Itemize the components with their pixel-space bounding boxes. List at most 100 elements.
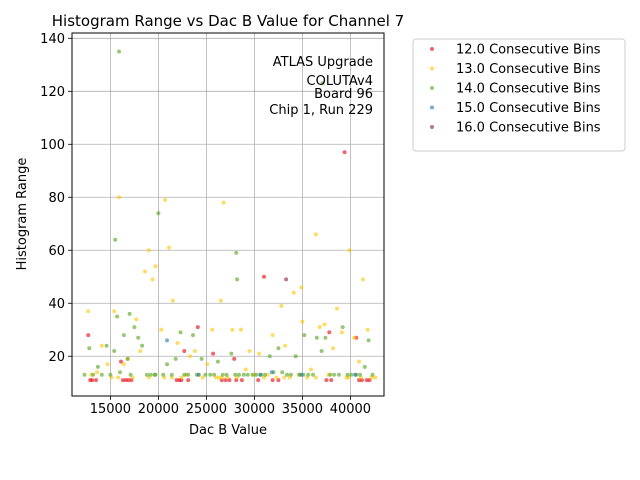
data-point — [191, 333, 195, 338]
data-point — [322, 322, 327, 327]
data-point — [199, 356, 204, 361]
data-point — [306, 372, 311, 377]
x-tick-label: 20000 — [138, 402, 179, 417]
data-point — [270, 378, 275, 383]
data-point — [280, 370, 285, 375]
data-point — [144, 372, 149, 377]
y-tick-label: 100 — [40, 138, 65, 153]
data-point — [313, 375, 318, 380]
data-point — [284, 277, 289, 282]
y-tick-label: 40 — [48, 297, 65, 312]
data-point — [156, 211, 161, 216]
data-point — [195, 325, 200, 330]
data-point — [254, 372, 259, 377]
data-point — [95, 370, 99, 375]
data-point — [123, 378, 128, 383]
data-point — [224, 372, 229, 377]
data-point — [212, 372, 217, 377]
x-tick-label: 25000 — [186, 402, 227, 417]
data-point — [186, 372, 191, 377]
data-point — [221, 200, 226, 205]
annotation-block: ATLAS Upgrade COLUTAv4 Board 96 Chip 1, … — [269, 55, 373, 118]
annotation-line: COLUTAv4 — [307, 74, 373, 89]
x-axis-label: Dac B Value — [189, 423, 267, 438]
x-tick-label: 15000 — [90, 402, 131, 417]
data-point — [208, 372, 213, 377]
data-point — [165, 362, 169, 367]
x-tick-label: 35000 — [282, 402, 323, 417]
data-point — [237, 372, 241, 377]
data-point — [267, 354, 272, 359]
legend-marker — [430, 105, 434, 110]
data-point — [232, 356, 237, 361]
data-point — [115, 314, 120, 319]
data-point — [179, 375, 184, 380]
data-point — [291, 290, 296, 295]
y-tick-label: 60 — [48, 244, 65, 259]
data-point — [178, 330, 183, 335]
data-point — [182, 372, 187, 377]
legend-entry: 15.0 Consecutive Bins — [456, 101, 601, 116]
data-point — [285, 372, 289, 377]
data-point — [165, 338, 169, 343]
data-point — [153, 372, 158, 377]
data-point — [192, 349, 197, 353]
data-point — [174, 378, 179, 383]
annotation-line: Board 96 — [314, 87, 373, 102]
data-point — [150, 277, 155, 282]
data-point — [128, 372, 133, 377]
data-point — [210, 327, 215, 332]
legend-entry: 13.0 Consecutive Bins — [456, 62, 601, 77]
data-point — [229, 351, 234, 356]
data-point — [112, 309, 117, 314]
data-point — [82, 372, 87, 377]
data-point — [86, 309, 91, 314]
data-point — [167, 245, 171, 250]
data-point — [345, 372, 350, 377]
legend: 12.0 Consecutive Bins 13.0 Consecutive Bi… — [412, 38, 626, 152]
data-point — [265, 372, 270, 377]
data-point — [262, 274, 266, 279]
data-point — [140, 343, 145, 348]
legend-marker — [430, 66, 434, 71]
data-point — [263, 372, 267, 377]
data-point — [288, 372, 293, 377]
data-point — [349, 372, 354, 377]
data-point — [327, 330, 332, 335]
data-point — [169, 372, 174, 377]
data-point — [196, 372, 201, 377]
y-axis-ticks: 20 40 60 80 100 120 140 — [40, 32, 72, 365]
data-point — [121, 362, 126, 367]
data-point — [366, 338, 371, 343]
y-tick-label: 120 — [40, 85, 65, 100]
series-4 — [165, 338, 358, 377]
data-point — [328, 372, 333, 377]
legend-marker — [430, 47, 434, 51]
data-point — [86, 333, 91, 338]
data-point — [220, 372, 225, 377]
series-5 — [284, 277, 289, 282]
annotation-line: ATLAS Upgrade — [273, 55, 373, 70]
data-point — [269, 370, 274, 375]
data-point — [336, 372, 341, 377]
data-point — [170, 298, 175, 303]
data-point — [358, 372, 362, 377]
data-point — [173, 356, 178, 361]
data-point — [357, 359, 361, 364]
data-point — [205, 362, 210, 367]
data-point — [323, 335, 328, 340]
data-point — [138, 349, 143, 353]
data-point — [218, 298, 223, 303]
data-point — [117, 49, 121, 54]
data-point — [283, 343, 288, 348]
legend-entry: 14.0 Consecutive Bins — [456, 82, 601, 97]
legend-entry: 12.0 Consecutive Bins — [456, 43, 601, 58]
data-point — [309, 367, 313, 372]
data-point — [94, 378, 98, 383]
data-point — [125, 356, 130, 361]
data-point — [132, 325, 137, 330]
data-point — [239, 378, 244, 383]
data-point — [270, 333, 275, 338]
data-point — [112, 349, 117, 353]
